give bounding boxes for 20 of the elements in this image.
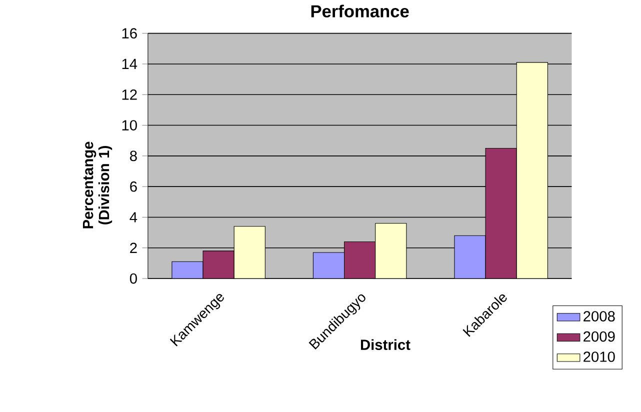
y-tick-label: 10 <box>122 120 137 131</box>
y-tick-label: 6 <box>130 182 137 192</box>
bar <box>172 262 204 279</box>
bar <box>516 62 548 279</box>
bar <box>313 252 344 279</box>
y-tick-label: 0 <box>130 273 137 284</box>
y-tick-label: 12 <box>122 90 137 100</box>
y-axis-title: Percentange (Division 1) <box>82 142 112 228</box>
legend-label: 2009 <box>584 331 615 342</box>
y-tick-label: 16 <box>122 28 137 39</box>
bar <box>375 223 406 279</box>
y-tick-label: 4 <box>130 212 138 222</box>
y-tick-label: 2 <box>130 242 137 254</box>
chart-title: Perfomance <box>311 4 409 18</box>
y-tick-label: 14 <box>122 59 138 70</box>
bar <box>454 235 486 279</box>
y-tick-label: 8 <box>130 150 137 162</box>
legend-label: 2008 <box>584 311 615 322</box>
bar <box>234 226 266 279</box>
legend-label: 2010 <box>584 352 615 362</box>
